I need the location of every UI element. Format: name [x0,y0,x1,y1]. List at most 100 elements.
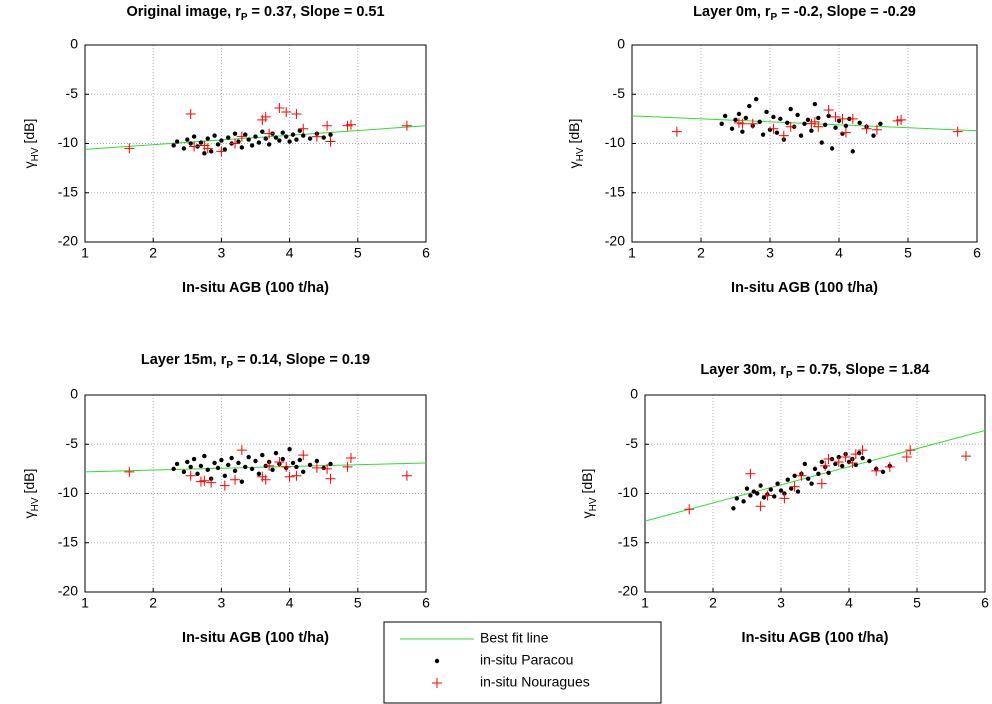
subplot: 1 2 3 4 5 6 -20 -15 -10 -5 0 Layer 15m, rP = 0.14, … [21,352,430,646]
paracou-point [789,486,794,491]
chart-title-part: = -0.2, Slope = -0.29 [777,4,916,20]
x-tick-label: 4 [835,245,843,261]
paracou-point [761,495,767,500]
y-axis-label-part: HV [588,497,599,511]
y-tick-label: -20 [58,583,78,599]
fit-line [644,429,986,522]
paracou-point [181,469,187,475]
axes-frame [84,394,427,593]
paracou-point [819,459,824,465]
x-tick-label: 5 [904,245,912,261]
legend-label: Best fit line [480,630,549,646]
nouragues-point [322,120,333,131]
nouragues-point [202,143,213,154]
x-tick-label: 6 [422,595,430,611]
nouragues-point [816,478,827,489]
x-tick-label: 2 [697,245,705,261]
paracou-point [243,464,248,470]
paracou-point [792,473,797,478]
paracou-point [188,141,193,146]
y-axis-label-part: γ [566,161,582,168]
nouragues-point [896,114,907,125]
y-axis-label: γHV [dB] [21,469,41,519]
y-tick-label: -5 [626,435,639,451]
paracou-point [301,133,306,138]
x-tick-label: 5 [913,595,921,611]
nouragues-point [298,450,309,461]
paracou-point [795,489,801,494]
legend: Best fit line in-situ Paracou in-situ No… [383,621,662,704]
y-axis-label-part: [dB] [579,469,595,498]
paracou-point [867,458,872,464]
paracou-point [215,465,221,471]
paracou-point [314,458,320,464]
chart-title-part: Layer 15m, r [141,352,227,368]
paracou-point [853,462,858,468]
axes-frame [84,44,427,243]
paracou-point [297,128,303,133]
paracou-point [226,462,231,468]
nouragues-point [857,445,868,456]
x-tick-label: 6 [981,595,989,611]
paracou-point [767,127,773,132]
paracou-point [249,466,255,472]
y-axis-label-part: HV [575,147,586,161]
paracou-point [812,101,818,107]
paracou-point [871,133,876,138]
paracou-point [294,464,299,470]
nouragues-point [796,470,807,481]
nouragues-point [219,480,230,491]
paracou-point [222,473,228,478]
nouragues-point [298,123,309,134]
x-tick-label: 1 [81,595,89,611]
paracou-point [195,471,200,476]
nouragues-point [281,461,292,472]
paracou-point [747,103,752,109]
chart-title-part: P [241,12,248,23]
paracou-point [880,469,886,475]
paracou-point [798,133,804,138]
plot-area [85,45,426,242]
paracou-point [280,456,285,462]
x-tick-label: 4 [286,245,294,261]
paracou-point [833,461,838,467]
paracou-point [249,143,255,148]
paracou-point [850,149,855,154]
paracou-point [833,125,838,130]
paracou-point [287,446,292,452]
paracou-point [823,122,828,127]
chart-title: Layer 0m, rP = -0.2, Slope = -0.29 [693,4,916,23]
paracou-point [297,457,303,463]
nouragues-point [823,454,834,465]
paracou-point [809,128,814,133]
y-tick-label: -5 [66,435,79,451]
paracou-point [260,452,265,458]
paracou-point [843,123,849,128]
paracou-point [290,460,296,466]
nouragues-point [236,445,247,456]
paracou-point [191,134,197,139]
nouragues-point [401,470,412,481]
y-tick-label: 0 [630,386,638,402]
paracou-point [219,138,224,143]
legend-box [383,621,662,704]
subplot: 1 2 3 4 5 6 -20 -15 -10 -5 0 Original image, rP = 0… [21,4,430,296]
nouragues-point [342,461,353,472]
x-axis-label: In-situ AGB (100 t/ha) [731,280,878,296]
nouragues-point [779,493,790,504]
x-tick-label: 6 [973,245,981,261]
nouragues-point [264,460,275,471]
nouragues-point [847,113,858,124]
nouragues-point [684,504,695,515]
nouragues-point [747,118,758,129]
paracou-point [778,488,784,493]
paracou-point [280,130,285,135]
paracou-point [277,138,282,143]
chart-title: Layer 30m, rP = 0.75, Slope = 1.84 [700,362,929,381]
paracou-point [748,493,753,498]
chart-title-part: = 0.75, Slope = 1.84 [793,362,930,378]
subplot: 1 2 3 4 5 6 -20 -15 -10 -5 0 Layer 0m, rP = -0.2, S… [566,4,981,296]
nouragues-point [850,449,861,460]
paracou-point [806,476,811,481]
x-tick-label: 1 [628,245,636,261]
